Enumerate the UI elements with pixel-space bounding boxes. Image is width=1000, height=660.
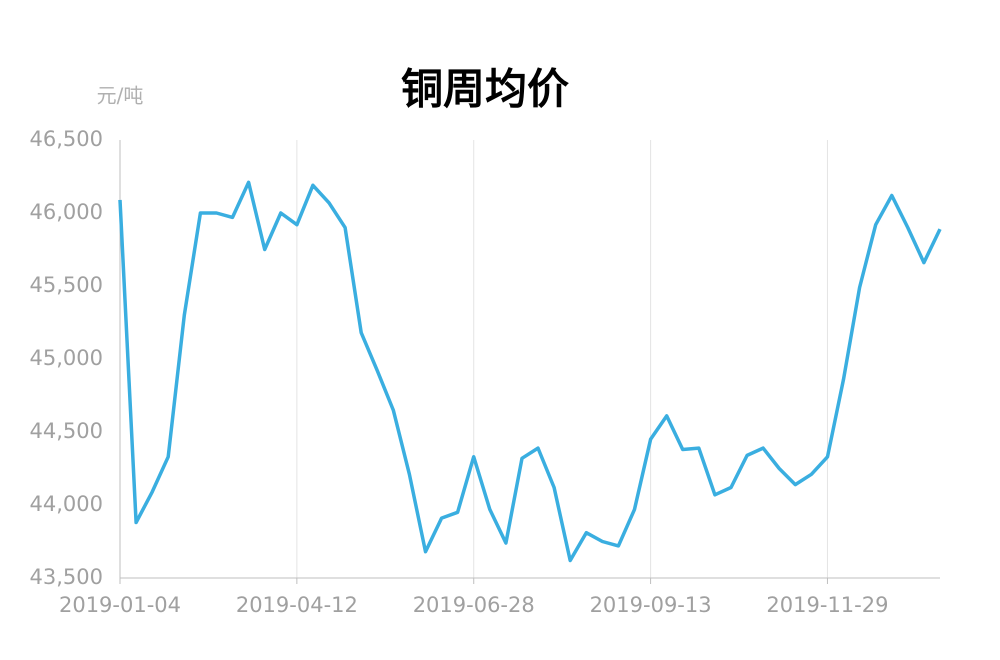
y-tick-label: 45,000 — [30, 346, 103, 370]
y-tick-label: 43,500 — [30, 565, 103, 589]
x-tick-label: 2019-11-29 — [766, 593, 888, 617]
x-tick-label: 2019-09-13 — [590, 593, 712, 617]
x-tick-label: 2019-01-04 — [59, 593, 181, 617]
y-tick-label: 44,000 — [30, 492, 103, 516]
x-tick-label: 2019-04-12 — [236, 593, 358, 617]
x-tick-label: 2019-06-28 — [413, 593, 535, 617]
y-tick-label: 44,500 — [30, 419, 103, 443]
chart-title: 铜周均价 — [401, 65, 569, 114]
y-tick-label: 45,500 — [30, 273, 103, 297]
y-tick-label: 46,000 — [30, 200, 103, 224]
y-axis-label: 元/吨 — [97, 84, 144, 108]
price-line — [118, 180, 942, 563]
y-tick-label: 46,500 — [30, 127, 103, 151]
